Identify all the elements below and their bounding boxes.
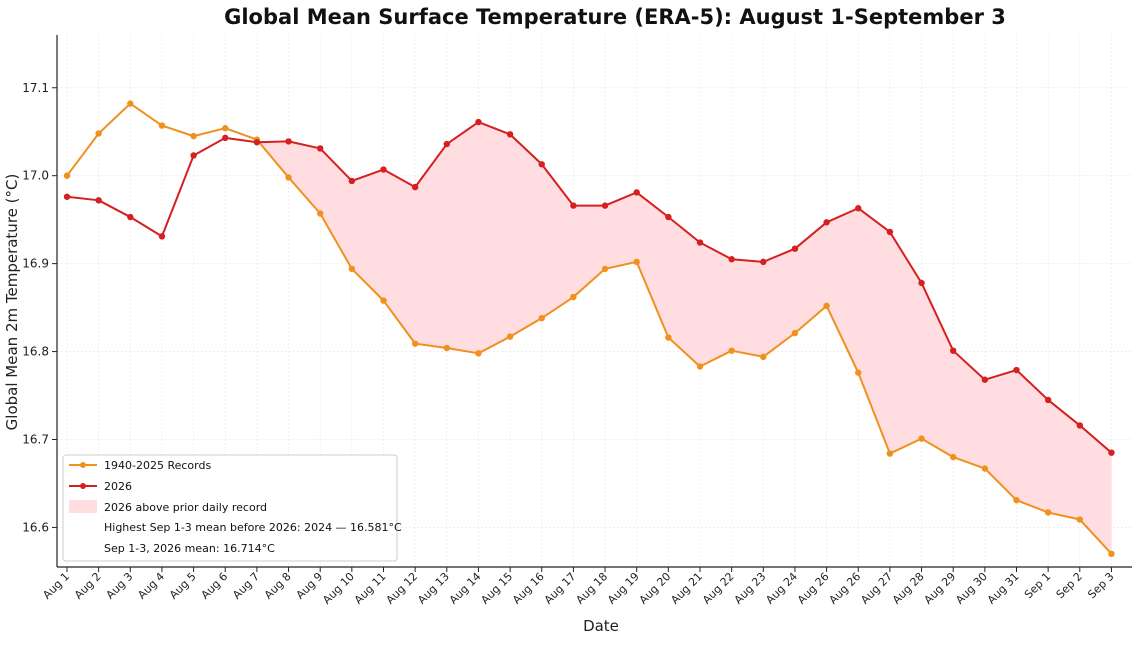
legend-box — [62, 454, 398, 562]
records-point — [285, 174, 292, 181]
records-point — [475, 350, 482, 357]
series-2026-point — [950, 347, 957, 354]
series-2026-point — [1108, 449, 1115, 456]
records-point — [158, 122, 166, 129]
records-point — [760, 353, 767, 361]
series-2026-point — [981, 376, 989, 383]
legend-item-2026: 2026 — [69, 480, 132, 493]
series-2026-point — [190, 152, 197, 159]
records-point — [1013, 496, 1020, 504]
series-2026-point — [1013, 366, 1020, 374]
legend-2026-marker — [80, 483, 86, 489]
records-point — [855, 369, 862, 376]
records-point — [538, 314, 545, 322]
series-2026-point — [443, 140, 450, 148]
series-2026-point — [1076, 422, 1084, 429]
fill-layer — [259, 122, 1112, 554]
legend-note-highest: Highest Sep 1-3 mean before 2026: 2024 —… — [104, 521, 402, 534]
series-2026-point — [348, 177, 356, 185]
y-ticks: 16.6 16.7 16.8 16.9 17.0 17.1 — [22, 81, 57, 534]
x-axis-label: Date — [583, 617, 619, 635]
legend-item-records: 1940-2025 Records — [69, 459, 211, 472]
records-point — [63, 172, 71, 179]
legend-note-2026-mean: Sep 1-3, 2026 mean: 16.714°C — [104, 542, 275, 555]
y-tick-label: 16.6 — [22, 520, 49, 534]
records-point — [1076, 516, 1084, 523]
records-point — [95, 130, 102, 137]
records-point — [918, 435, 925, 442]
records-point — [380, 297, 387, 304]
legend-fill-label: 2026 above prior daily record — [104, 501, 267, 514]
series-2026-point — [855, 205, 862, 212]
legend: 1940-2025 Records 2026 2026 above prior … — [62, 454, 402, 562]
records-point — [570, 293, 577, 301]
records-point — [127, 100, 134, 107]
records-point — [222, 125, 229, 132]
series-2026-point — [823, 219, 830, 226]
series-2026-point — [158, 233, 166, 240]
series-2026-point — [317, 145, 324, 152]
series-2026-point — [886, 228, 894, 236]
records-point — [190, 132, 197, 140]
records-point — [506, 333, 514, 340]
series-2026-point — [760, 258, 767, 266]
records-point — [411, 340, 419, 347]
series-2026-point — [633, 189, 640, 196]
records-point — [823, 302, 830, 310]
series-2026-point — [380, 166, 387, 173]
legend-fill-swatch — [69, 500, 97, 513]
y-axis-label: Global Mean 2m Temperature (°C) — [3, 174, 21, 431]
records-point — [348, 265, 356, 273]
records-point — [696, 363, 704, 370]
records-series-line — [66, 102, 1113, 555]
records-point — [791, 329, 799, 337]
series-2026-point — [538, 161, 545, 168]
records-point — [443, 344, 450, 352]
legend-2026-label: 2026 — [104, 480, 132, 493]
series-2026-point — [63, 193, 71, 200]
records-point — [950, 453, 957, 461]
series-2026-point — [253, 139, 261, 146]
y-tick-label: 16.8 — [22, 345, 49, 359]
series-2026-point — [728, 256, 735, 263]
series-2026-point — [222, 134, 229, 142]
legend-records-marker — [80, 462, 86, 468]
records-point — [665, 334, 672, 341]
y-tick-label: 16.7 — [22, 432, 49, 446]
series-2026-point — [411, 183, 419, 191]
series-2026-point — [1044, 396, 1052, 404]
series-2026-point — [665, 213, 672, 221]
legend-records-label: 1940-2025 Records — [104, 459, 211, 472]
y-tick-label: 16.9 — [22, 257, 49, 271]
series-2026-point — [570, 202, 577, 209]
chart-title: Global Mean Surface Temperature (ERA-5):… — [224, 5, 1006, 29]
records-point — [601, 265, 609, 273]
series-2026-point — [475, 118, 482, 126]
fill-region — [259, 122, 1112, 554]
y-tick-label: 17.0 — [22, 169, 49, 183]
records-point — [1108, 550, 1115, 558]
series-2026-point — [601, 202, 609, 209]
records-point — [981, 465, 989, 472]
series-2026-point — [918, 279, 925, 287]
records-point — [633, 258, 640, 266]
series-2026-line — [66, 121, 1113, 454]
series-2026-point — [506, 131, 514, 138]
y-tick-label: 17.1 — [22, 81, 49, 95]
series-layer — [63, 100, 1115, 558]
series-2026-point — [791, 245, 799, 252]
records-point — [317, 210, 324, 217]
series-2026-point — [696, 239, 704, 246]
records-point — [728, 347, 735, 354]
records-point — [1044, 509, 1052, 516]
series-2026-point — [285, 138, 292, 145]
series-2026-point — [127, 213, 134, 221]
series-2026-point — [95, 197, 102, 204]
legend-item-fill: 2026 above prior daily record — [69, 500, 267, 514]
records-point — [886, 450, 894, 457]
